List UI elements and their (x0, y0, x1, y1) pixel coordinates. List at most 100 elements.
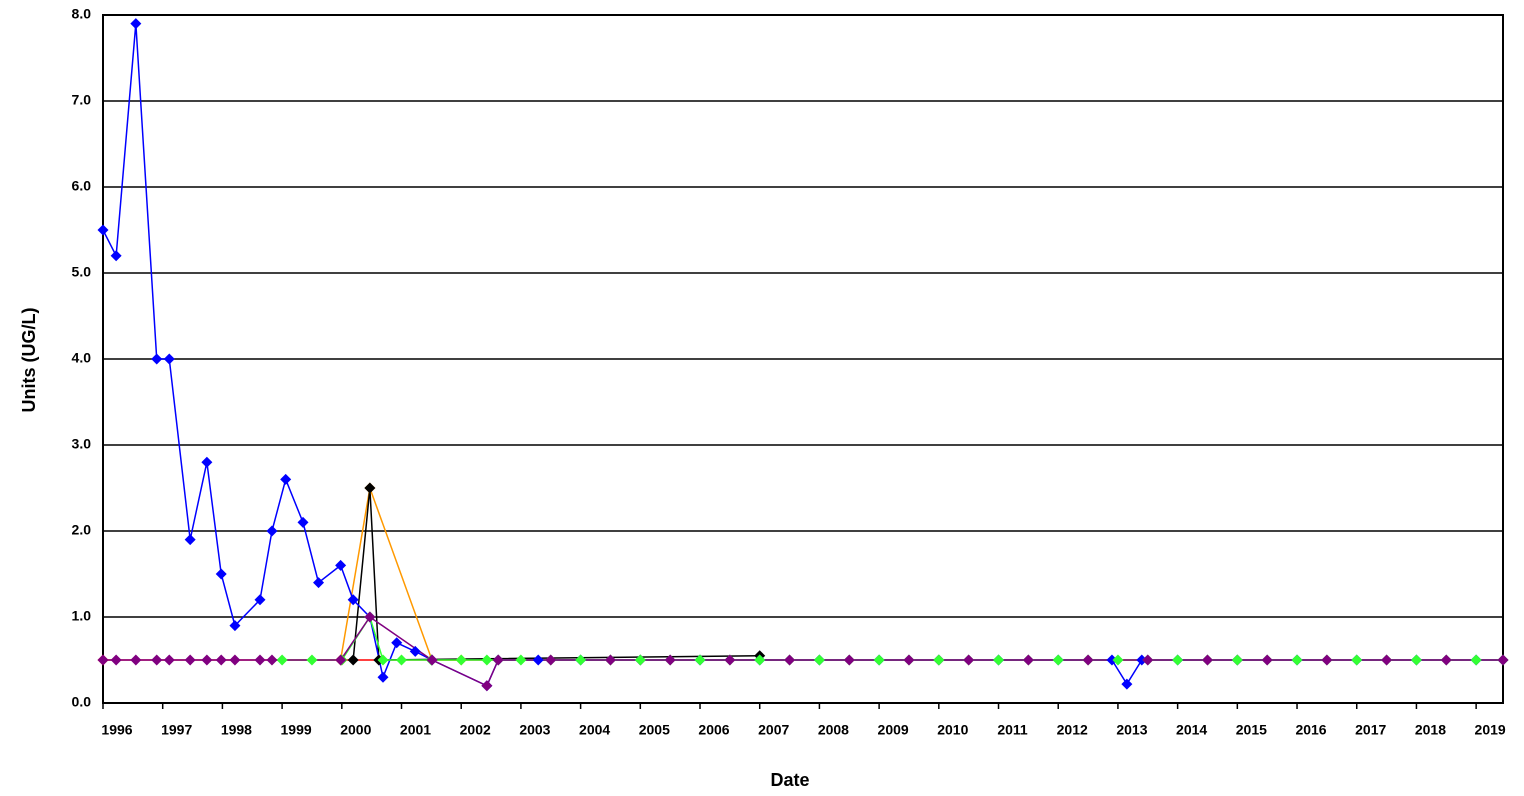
marker (184, 534, 196, 546)
marker (532, 654, 544, 666)
x-tick-label: 2016 (1295, 722, 1326, 738)
marker (347, 594, 359, 606)
marker (266, 654, 278, 666)
marker (515, 654, 527, 666)
y-tick-label: 8.0 (72, 6, 92, 22)
x-tick-label: 2007 (758, 722, 789, 738)
marker (409, 645, 421, 657)
marker (1121, 678, 1133, 690)
marker (1470, 654, 1482, 666)
marker (151, 654, 163, 666)
y-tick-label: 4.0 (72, 350, 92, 366)
y-tick-label: 6.0 (72, 178, 92, 194)
x-tick-label: 1997 (161, 722, 192, 738)
marker (297, 516, 309, 528)
x-axis-title: Date (770, 770, 809, 790)
marker (724, 654, 736, 666)
marker (813, 654, 825, 666)
marker (993, 654, 1005, 666)
marker (664, 654, 676, 666)
series-line (352, 487, 760, 661)
y-tick-label: 2.0 (72, 522, 92, 538)
marker (604, 654, 616, 666)
marker (215, 568, 227, 580)
marker (97, 224, 109, 236)
marker (313, 577, 325, 589)
marker (1052, 654, 1064, 666)
marker (694, 654, 706, 666)
marker (1351, 654, 1363, 666)
marker (843, 654, 855, 666)
marker (229, 654, 241, 666)
marker (364, 482, 376, 494)
x-tick-label: 2009 (878, 722, 909, 738)
marker (1142, 654, 1154, 666)
x-tick-label: 2006 (698, 722, 729, 738)
marker (1201, 654, 1213, 666)
marker (335, 654, 347, 666)
x-tick-label: 2003 (519, 722, 550, 738)
y-tick-label: 3.0 (72, 436, 92, 452)
marker (130, 654, 142, 666)
x-tick-label: 1996 (101, 722, 132, 738)
marker (634, 654, 646, 666)
marker (110, 250, 122, 262)
series-line (102, 23, 1503, 687)
marker (266, 525, 278, 537)
x-tick-label: 2001 (400, 722, 431, 738)
marker (254, 594, 266, 606)
series-line (103, 615, 1503, 687)
x-tick-label: 2018 (1415, 722, 1446, 738)
y-tick-label: 0.0 (72, 694, 92, 710)
marker (1291, 654, 1303, 666)
y-tick-label: 5.0 (72, 264, 92, 280)
x-tick-label: 2010 (937, 722, 968, 738)
plot-border (102, 14, 1504, 704)
marker (1022, 654, 1034, 666)
marker (280, 473, 292, 485)
marker (1321, 654, 1333, 666)
x-tick-label: 2005 (639, 722, 670, 738)
marker (1440, 654, 1452, 666)
marker (201, 456, 213, 468)
x-tick-label: 2000 (340, 722, 371, 738)
marker (963, 654, 975, 666)
y-tick-label: 7.0 (72, 92, 92, 108)
marker (163, 654, 175, 666)
x-tick-label: 2019 (1475, 722, 1506, 738)
y-tick-label: 1.0 (72, 608, 92, 624)
marker (1261, 654, 1273, 666)
marker (575, 654, 587, 666)
marker (396, 654, 408, 666)
x-tick-label: 2008 (818, 722, 849, 738)
marker (163, 353, 175, 365)
marker (276, 654, 288, 666)
marker (306, 654, 318, 666)
marker (391, 637, 403, 649)
marker (426, 654, 438, 666)
marker (1112, 654, 1124, 666)
marker (97, 654, 109, 666)
marker (201, 654, 213, 666)
marker (184, 654, 196, 666)
marker (873, 654, 885, 666)
marker (1497, 654, 1509, 666)
y-axis-title: Units (UG/L) (19, 308, 39, 413)
marker (1231, 654, 1243, 666)
x-tick-label: 2011 (997, 722, 1028, 738)
marker (754, 654, 766, 666)
marker (377, 671, 389, 683)
marker (481, 680, 493, 692)
marker (933, 654, 945, 666)
series-line (282, 615, 1503, 661)
marker (335, 559, 347, 571)
marker (545, 654, 557, 666)
marker (1136, 654, 1148, 666)
marker (1410, 654, 1422, 666)
marker (347, 654, 359, 666)
marker (903, 654, 915, 666)
marker (455, 654, 467, 666)
marker (492, 654, 504, 666)
x-tick-label: 1998 (221, 722, 252, 738)
